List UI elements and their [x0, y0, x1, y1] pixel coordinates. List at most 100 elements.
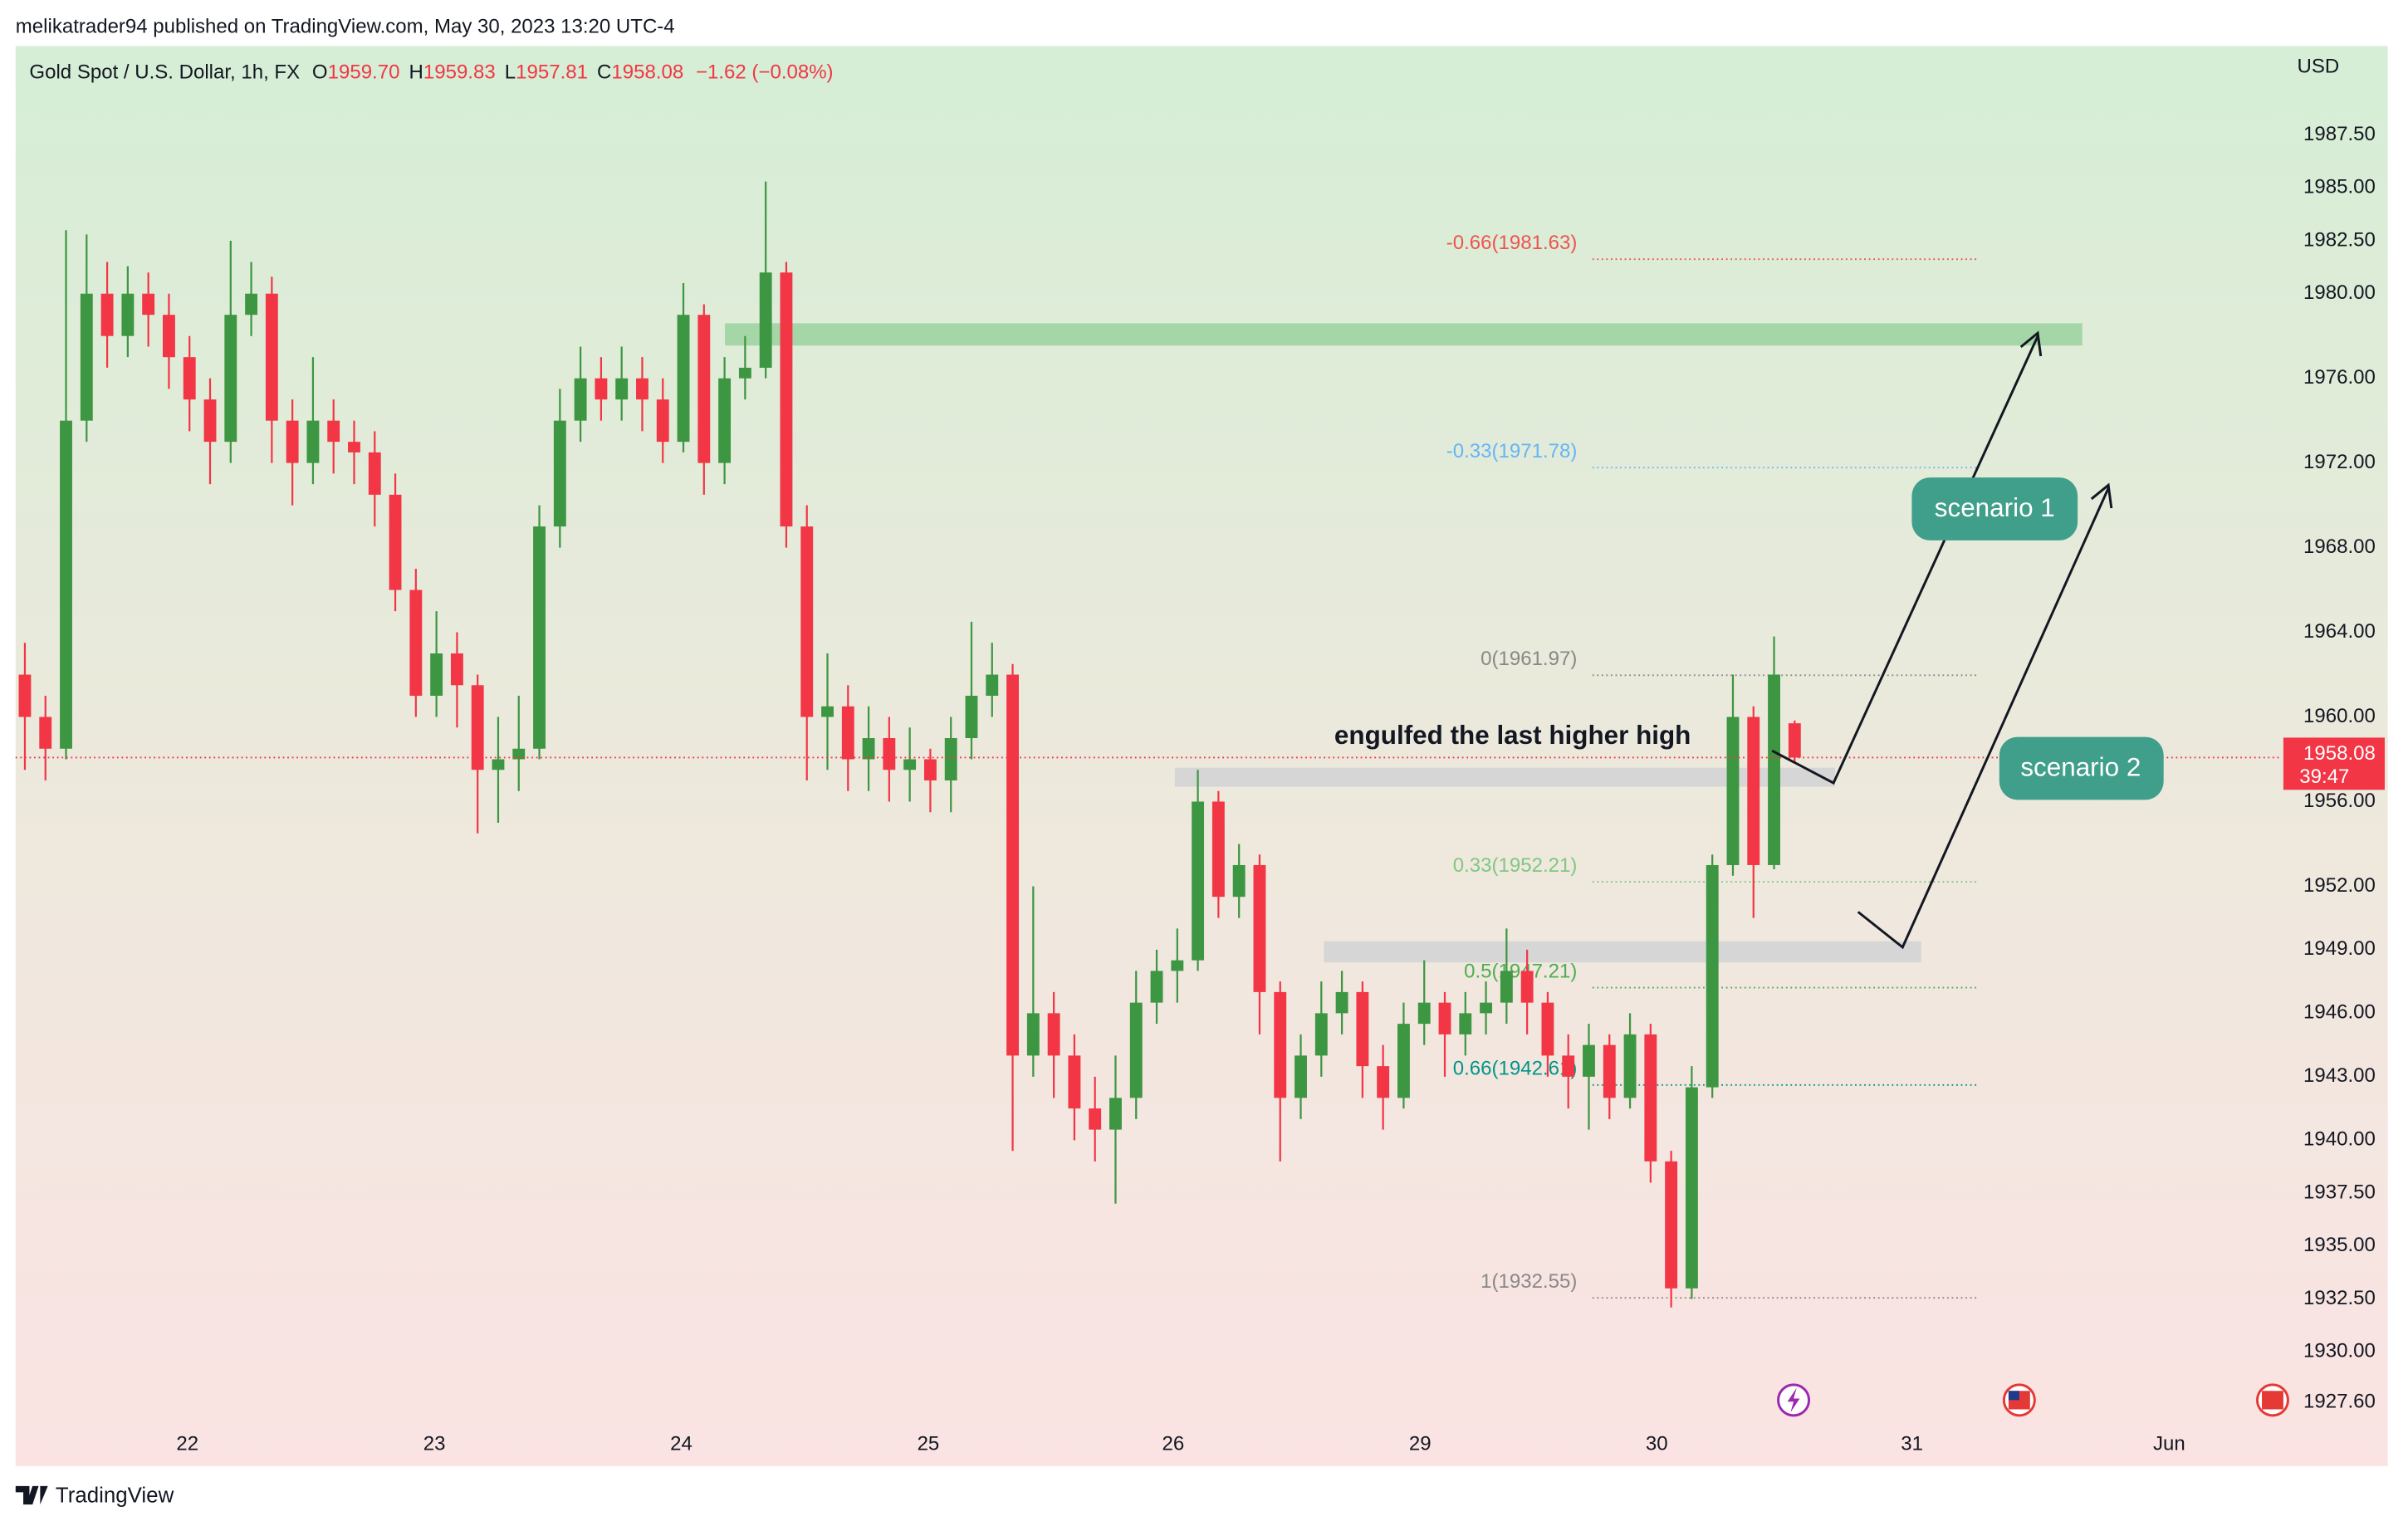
candle-body: [533, 526, 546, 749]
ohlc-value: 1958.08: [611, 61, 683, 84]
fib-label: 1(1932.55): [1481, 1270, 1577, 1293]
candle-body: [121, 293, 135, 336]
candle-body: [450, 653, 463, 686]
arrow-scenario-2: [1857, 487, 2110, 950]
y-tick-label: 1927.60: [2303, 1391, 2376, 1413]
y-tick-label: 1956.00: [2303, 790, 2376, 812]
fib-label: 0.33(1952.21): [1453, 854, 1578, 877]
y-tick-label: 1987.50: [2303, 123, 2376, 145]
candle-body: [80, 293, 93, 421]
candle-body: [903, 759, 917, 770]
candle-body: [697, 315, 711, 463]
y-tick-label: 1960.00: [2303, 705, 2376, 727]
candle-body: [18, 674, 32, 717]
ohlc-value: 1959.70: [328, 61, 400, 84]
price-label-box: [2283, 737, 2385, 790]
candle-body: [60, 420, 72, 749]
brand-logo: [15, 1485, 48, 1505]
x-tick-label: 31: [1901, 1432, 1923, 1455]
candle-body: [718, 378, 732, 463]
candle-body: [39, 717, 52, 749]
candle-body: [1397, 1024, 1410, 1098]
ohlc-key: H: [409, 61, 423, 84]
candle-body: [286, 420, 299, 463]
candle-body: [841, 706, 854, 760]
y-tick-label: 1972.00: [2303, 451, 2376, 473]
y-tick-label: 1980.00: [2303, 281, 2376, 304]
candle-body: [163, 315, 175, 358]
candle-body: [409, 589, 423, 697]
arrowhead: [2019, 330, 2043, 357]
candle-body: [265, 293, 278, 421]
fib-label: 0(1961.97): [1481, 648, 1577, 670]
y-tick-label: 1943.00: [2303, 1064, 2376, 1087]
candle-body: [1026, 1013, 1040, 1056]
candle-body: [800, 526, 814, 717]
candle-body: [1068, 1055, 1081, 1109]
event-icon: [2262, 1391, 2283, 1410]
candle-body: [1109, 1098, 1122, 1130]
price-label: 1958.08: [2303, 742, 2376, 765]
candle-body: [1274, 991, 1287, 1098]
candle-body: [245, 293, 258, 315]
plot-area: -0.66(1981.63) -0.33(1971.78) 0(1961.97) 0.…: [15, 123, 2385, 1455]
fib-label: -0.33(1971.78): [1446, 440, 1578, 462]
candle-body: [1480, 1002, 1493, 1014]
event-icon: [1787, 1387, 1800, 1413]
candle-body: [430, 653, 443, 697]
candle-body: [1562, 1055, 1575, 1077]
candle-body: [1356, 991, 1369, 1067]
candle-body: [1685, 1087, 1698, 1289]
fib-label: 0.66(1942.61): [1453, 1058, 1578, 1080]
candle-body: [183, 357, 196, 400]
y-tick-label: 1932.50: [2303, 1287, 2376, 1309]
candle-body: [224, 315, 237, 443]
y-tick-label: 1935.00: [2303, 1234, 2376, 1256]
y-tick-label: 1976.00: [2303, 366, 2376, 389]
x-tick-label: 26: [1162, 1432, 1185, 1455]
candle-body: [862, 738, 875, 760]
candle-body: [327, 420, 340, 443]
ohlc-key: L: [505, 61, 516, 84]
symbol-title: Gold Spot / U.S. Dollar, 1h, FX: [29, 61, 300, 84]
y-tick-label: 1937.50: [2303, 1181, 2376, 1203]
countdown: 39:47: [2299, 765, 2349, 788]
zone: [725, 323, 2083, 346]
callout-scenario-2: [1999, 736, 2164, 800]
candle-body: [1747, 717, 1760, 865]
symbol-legend: Gold Spot / U.S. Dollar, 1h, FX O1959.70 H…: [29, 61, 833, 84]
change: −1.62 (−0.08%): [696, 61, 834, 84]
event-icon: [2008, 1391, 2019, 1401]
candle-body: [203, 399, 217, 443]
candle-body: [1603, 1044, 1616, 1098]
event-icons: [1777, 1383, 2289, 1417]
candle-body: [1335, 991, 1348, 1014]
candle-body: [738, 367, 751, 379]
y-tick-label: 1985.00: [2303, 176, 2376, 198]
candle-body: [1192, 801, 1205, 961]
y-tick-label: 1946.00: [2303, 1001, 2376, 1024]
candle-body: [1417, 1002, 1431, 1025]
callout-scenario-1: [1911, 477, 2078, 540]
candle-body: [348, 442, 360, 452]
candle-body: [1171, 960, 1184, 971]
candle-body: [1211, 801, 1225, 898]
candle-body: [142, 293, 155, 315]
candle-body: [1623, 1034, 1637, 1098]
y-tick-label: 1949.00: [2303, 937, 2376, 960]
candle-body: [1459, 1013, 1472, 1034]
chart-background: [15, 46, 2388, 1466]
candle-body: [512, 748, 526, 760]
candle-body: [1129, 1002, 1143, 1098]
zone: [1324, 941, 1921, 963]
candle-body: [1726, 717, 1740, 865]
candle-body: [1583, 1044, 1595, 1077]
candle-body: [1520, 971, 1534, 1003]
candle-body: [1006, 674, 1019, 1056]
candle-body: [1500, 971, 1513, 1003]
fib-label: -0.66(1981.63): [1446, 232, 1578, 254]
candle-body: [553, 420, 566, 527]
candle-body: [1253, 864, 1266, 992]
